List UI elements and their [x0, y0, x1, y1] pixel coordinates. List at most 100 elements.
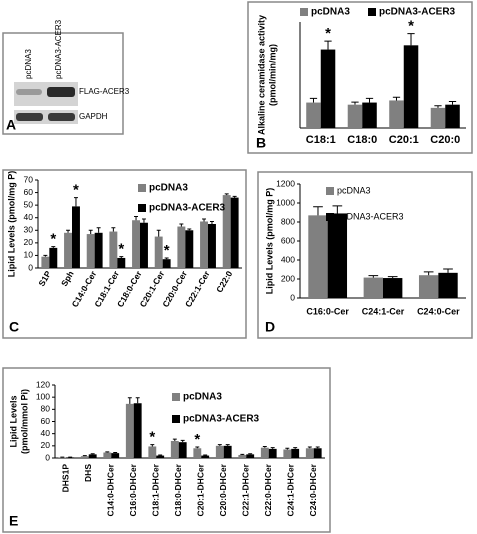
legend-swatch [326, 213, 334, 221]
x-tick-label: C16:0-Cer [306, 306, 349, 316]
legend-label: pcDNA3-ACER3 [183, 414, 260, 425]
band-label: FLAG-ACER3 [79, 87, 130, 96]
error-bar [164, 257, 169, 260]
legend-swatch [300, 8, 308, 16]
bar [347, 104, 363, 128]
y-tick-label: 80 [41, 404, 51, 414]
bar [80, 456, 89, 458]
error-bar [285, 447, 290, 450]
blot-band [16, 89, 42, 95]
x-tick-label: C24:0-DHCer [308, 463, 318, 516]
bar [403, 45, 419, 128]
blot-band [47, 87, 75, 97]
error-bar [313, 206, 323, 216]
panel-frame [257, 171, 473, 339]
bar [88, 454, 97, 458]
error-bar [307, 446, 312, 449]
bar [283, 449, 292, 458]
error-bar [156, 229, 161, 237]
legend-swatch [172, 393, 180, 401]
y-tick-label: 1000 [276, 197, 295, 207]
y-axis-label: (pmol/min/mg) [267, 44, 277, 106]
y-tick-label: 50 [24, 199, 34, 209]
y-tick-label: 1200 [276, 178, 295, 188]
bar [162, 259, 171, 268]
bar [109, 231, 118, 268]
legend-label: pcDNA3 [183, 392, 222, 403]
bar [154, 236, 163, 268]
y-axis-label: Lipid Levels [8, 395, 18, 447]
error-bar [332, 205, 343, 214]
lane-label: pcDNA3-ACER3 [54, 19, 63, 79]
y-axis-label: (pmol/mmol Pi) [19, 389, 29, 454]
y-tick-label: 0 [290, 292, 295, 302]
bar [260, 447, 269, 458]
error-bar [448, 101, 457, 105]
error-bar [127, 397, 132, 404]
blot-band [16, 113, 43, 121]
significance-star: * [164, 242, 170, 259]
bar [177, 226, 186, 268]
legend-label: pcDNA3 [149, 183, 188, 194]
error-bar [172, 438, 177, 441]
bar [201, 455, 210, 458]
error-bar [96, 227, 101, 233]
bar [185, 230, 194, 268]
y-tick-label: 60 [24, 187, 34, 197]
bar [238, 454, 247, 458]
legend-label: pcDNA3 [311, 7, 350, 18]
x-tick-label: C20:0 [430, 134, 460, 146]
error-bar [134, 215, 139, 221]
error-bar [119, 256, 124, 258]
x-tick-label: C20:1 [389, 134, 419, 146]
error-bar [88, 229, 93, 235]
y-tick-label: 40 [24, 212, 34, 222]
bar [140, 222, 148, 268]
error-bar [423, 271, 434, 276]
error-bar [262, 445, 267, 448]
bar [430, 107, 446, 128]
x-tick-label: DHS1P [61, 464, 71, 493]
bar [230, 197, 239, 268]
error-bar [209, 220, 214, 224]
y-axis-label: Lipid Levels (pmol/mg P) [264, 188, 274, 295]
x-tick-label: C22:0 [214, 269, 234, 294]
y-tick-label: 100 [36, 391, 50, 401]
panel-letter: A [6, 117, 16, 133]
error-bar [43, 254, 48, 257]
x-tick-label: C20:1-DHCer [196, 463, 206, 516]
bar [86, 234, 95, 268]
significance-star: * [194, 431, 200, 448]
bar [223, 445, 232, 458]
y-tick-label: 0 [45, 452, 50, 462]
bar [72, 206, 80, 268]
bar [58, 457, 67, 458]
x-tick-label: C24:0-Cer [417, 306, 460, 316]
y-tick-label: 10 [24, 250, 34, 260]
bar [418, 275, 439, 298]
error-bar [270, 447, 275, 449]
bar [313, 448, 322, 458]
x-tick-label: C16:0-DHCer [128, 463, 138, 516]
blot-band [48, 113, 75, 121]
error-bar [315, 446, 320, 449]
error-bar [51, 246, 56, 248]
error-bar [66, 229, 71, 233]
bar [193, 448, 202, 458]
y-tick-label: 600 [281, 235, 295, 245]
legend-swatch [138, 204, 146, 212]
error-bar [248, 453, 253, 455]
bar [94, 232, 103, 268]
panel-letter: B [256, 135, 266, 151]
bar [308, 215, 328, 298]
y-tick-label: 60 [41, 416, 51, 426]
legend-label: pcDNA3 [337, 185, 371, 195]
y-axis-label: Alkaline ceramidase activity [256, 15, 266, 135]
x-tick-label: C24:1-Cer [362, 306, 405, 316]
y-tick-label: 120 [36, 379, 50, 389]
x-tick-label: Sph [59, 269, 76, 288]
error-bar [111, 227, 116, 232]
error-bar [179, 223, 184, 227]
bar [132, 220, 140, 268]
